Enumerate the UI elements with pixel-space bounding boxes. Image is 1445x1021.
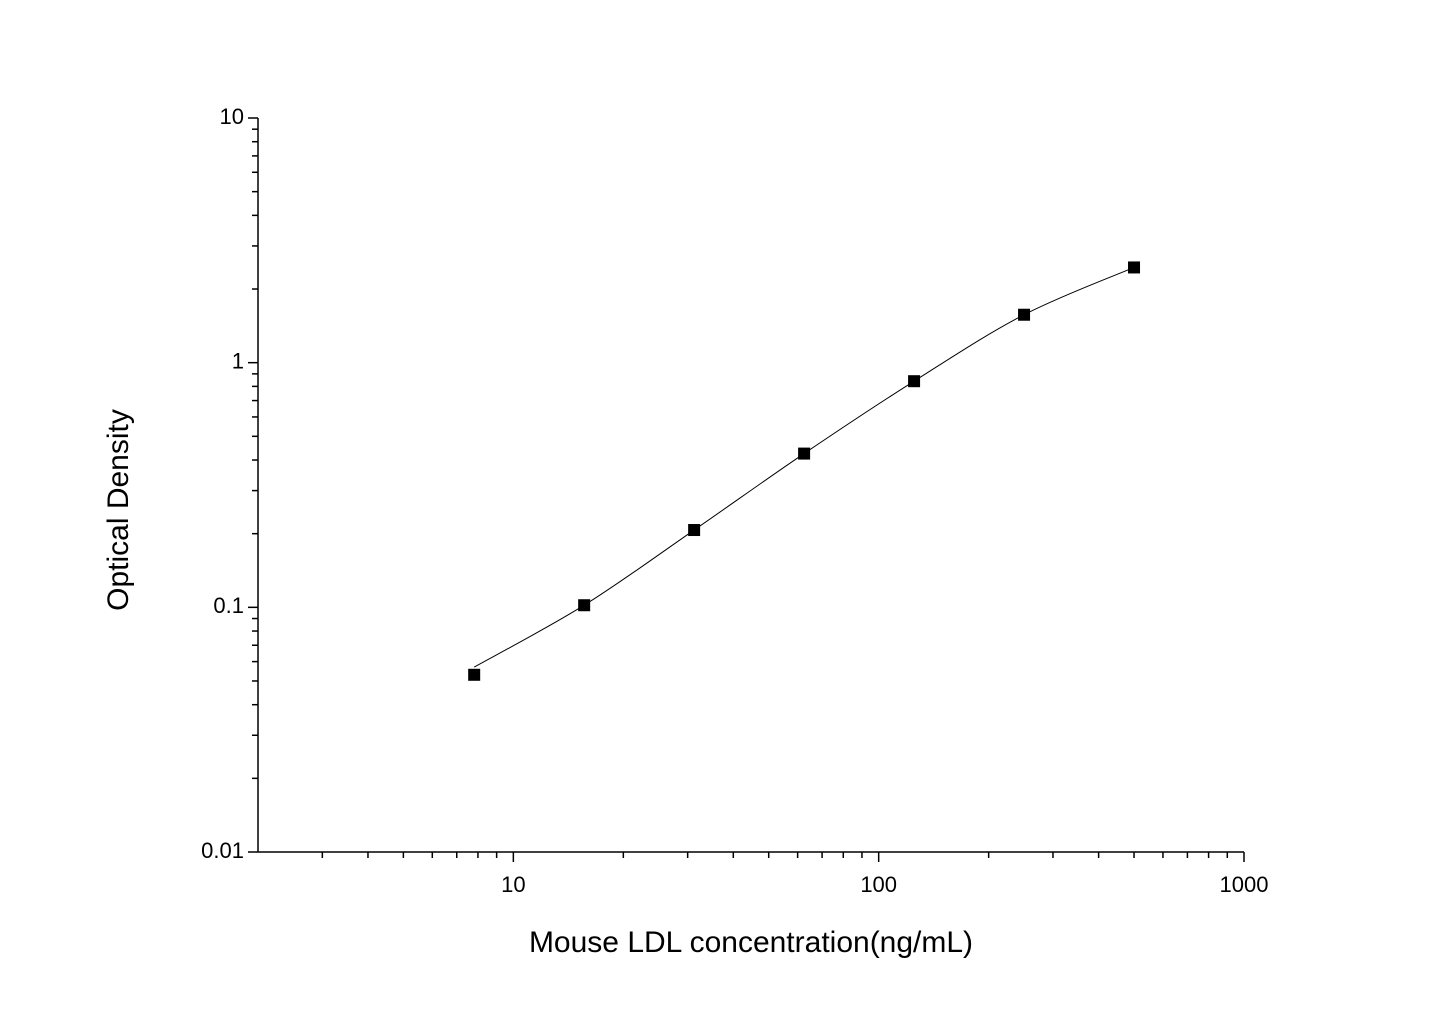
x-axis-title: Mouse LDL concentration(ng/mL) [529, 926, 973, 959]
y-axis-title: Optical Density [102, 409, 135, 611]
y-tick-label: 0.01 [201, 838, 244, 863]
y-tick-label: 1 [232, 348, 244, 373]
x-tick-label: 10 [501, 872, 525, 897]
x-tick-label: 100 [860, 872, 897, 897]
data-point [468, 668, 481, 681]
x-tick-label: 1000 [1220, 872, 1269, 897]
fit-curve [473, 266, 1135, 668]
y-tick-label: 10 [220, 104, 244, 129]
y-tick-label: 0.1 [213, 593, 244, 618]
